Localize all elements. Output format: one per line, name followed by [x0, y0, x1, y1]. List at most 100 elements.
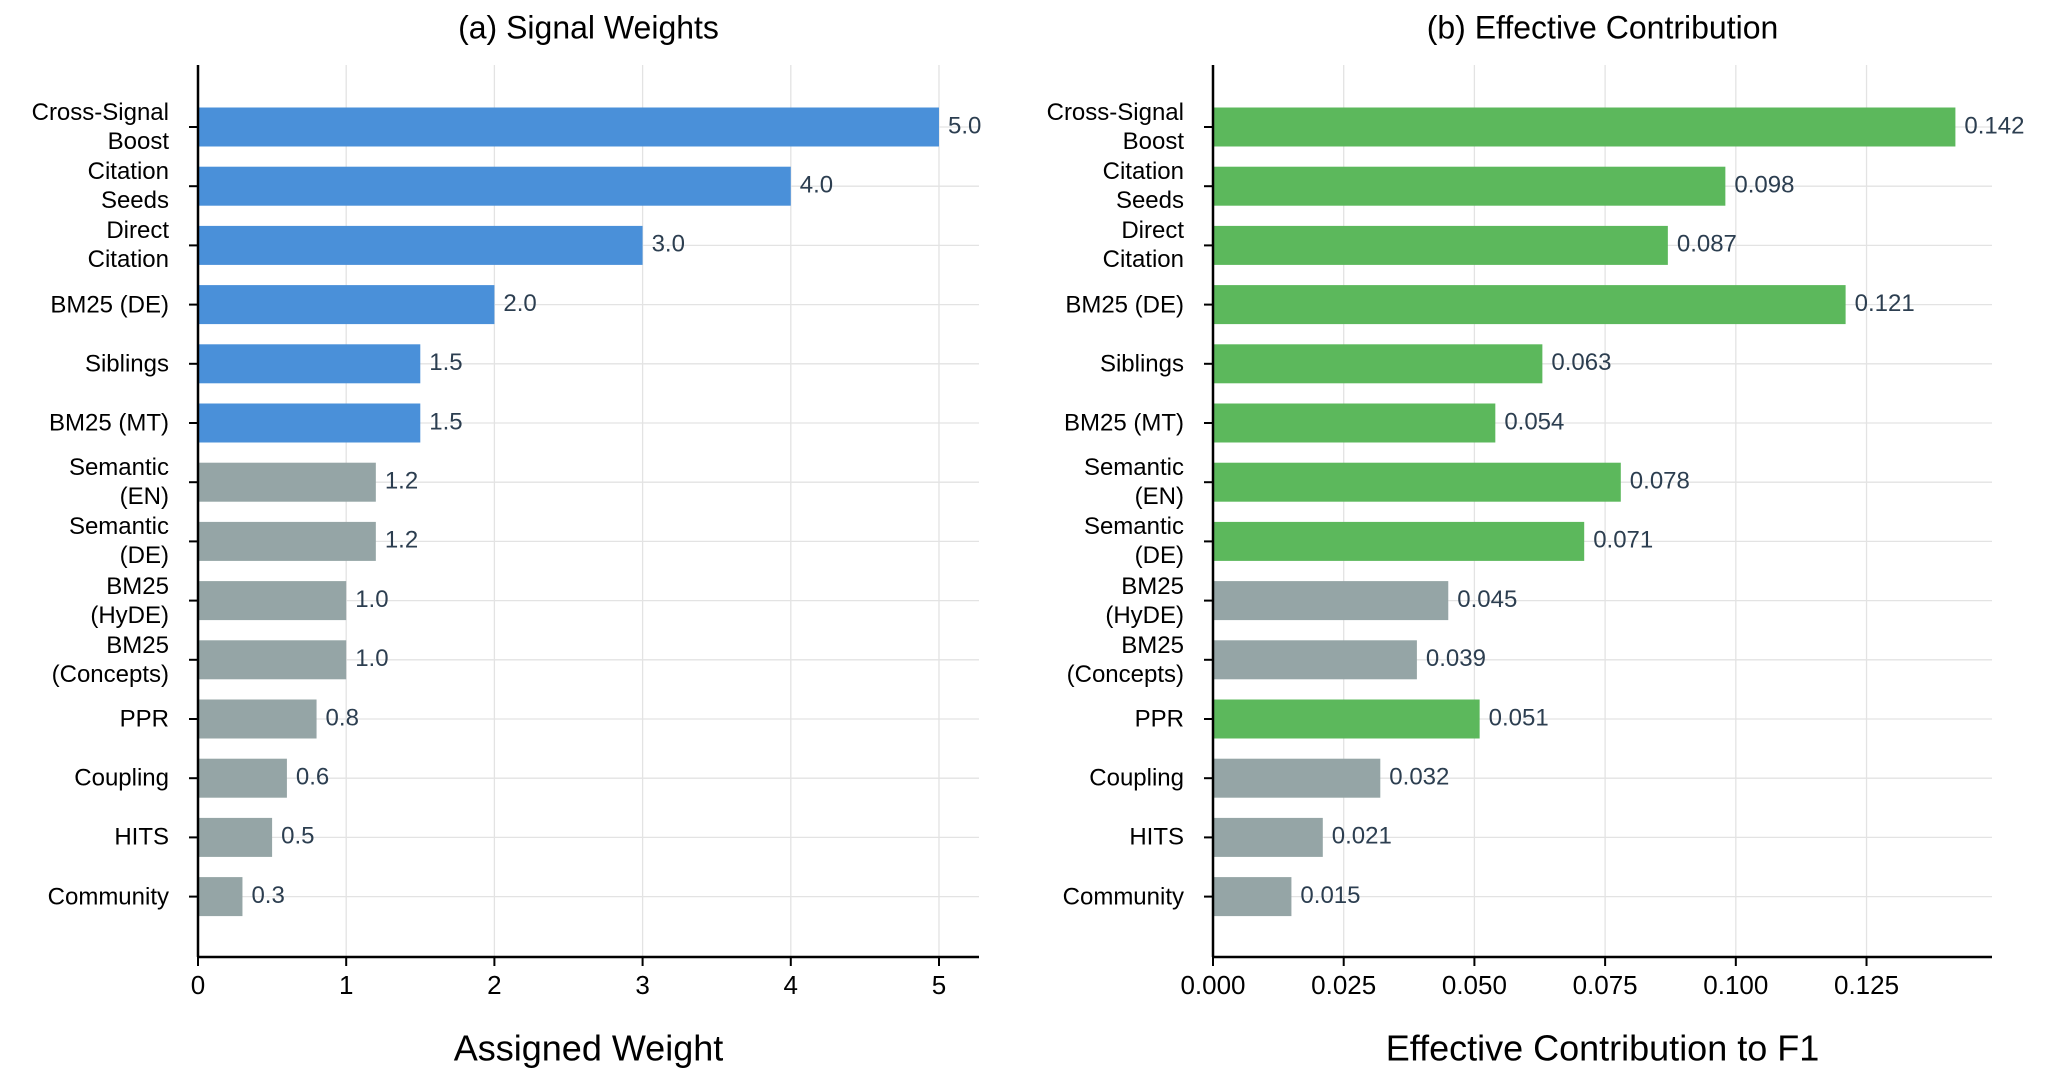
x-axis-label: Effective Contribution to F1	[1386, 1028, 1820, 1069]
value-label: 0.015	[1300, 882, 1360, 909]
y-tick-label: Community	[1062, 883, 1184, 911]
y-tick-label: Semantic (EN)	[1083, 454, 1184, 511]
value-label: 0.078	[1630, 468, 1690, 495]
bar	[1213, 521, 1585, 561]
value-label: 0.045	[1457, 586, 1517, 613]
x-tick-label: 2	[487, 970, 501, 1000]
y-tick-label: BM25 (DE)	[50, 291, 169, 319]
x-tick-label: 4	[784, 970, 798, 1000]
bar	[198, 640, 347, 680]
y-tick-label: BM25 (HyDE)	[1105, 572, 1184, 629]
value-label: 0.087	[1677, 231, 1737, 258]
value-label: 0.051	[1489, 704, 1549, 731]
bar	[1213, 285, 1846, 325]
bar	[1213, 344, 1543, 384]
x-axis-label: Assigned Weight	[454, 1028, 724, 1069]
bar	[1213, 225, 1668, 265]
bar	[198, 462, 376, 502]
y-tick-label: HITS	[1129, 823, 1184, 851]
y-tick-label: Direct Citation	[87, 217, 169, 274]
bar	[198, 521, 376, 561]
bar	[1213, 758, 1381, 798]
value-label: 0.071	[1593, 527, 1653, 554]
bar	[1213, 877, 1292, 917]
value-label: 0.039	[1426, 645, 1486, 672]
x-tick-label: 3	[635, 970, 649, 1000]
y-tick-label: Citation Seeds	[1102, 158, 1184, 215]
y-tick-label: Cross-Signal Boost	[1046, 99, 1184, 155]
value-label: 0.063	[1551, 349, 1611, 376]
y-tick-label: Direct Citation	[1102, 217, 1184, 274]
value-label: 1.5	[429, 408, 462, 435]
bar	[1213, 699, 1480, 739]
bar	[198, 225, 643, 265]
x-tick-label: 0.025	[1311, 970, 1376, 1000]
value-label: 0.021	[1332, 823, 1392, 850]
bar	[198, 699, 317, 739]
bar	[1213, 166, 1726, 206]
value-label: 1.0	[355, 586, 388, 613]
bar	[198, 877, 243, 917]
bar	[198, 817, 273, 857]
y-tick-label: Semantic (DE)	[68, 513, 169, 570]
y-tick-label: BM25 (Concepts)	[1066, 631, 1184, 688]
x-tick-label: 0.075	[1573, 970, 1638, 1000]
bar	[198, 581, 347, 621]
bar	[198, 166, 791, 206]
bar	[1213, 640, 1417, 680]
x-tick-label: 0	[191, 970, 205, 1000]
bar	[198, 107, 939, 147]
y-tick-label: Coupling	[1089, 764, 1184, 792]
bar	[198, 403, 421, 443]
x-tick-label: 5	[932, 970, 946, 1000]
y-tick-label: BM25 (HyDE)	[90, 572, 169, 629]
y-tick-label: HITS	[114, 823, 169, 851]
y-tick-label: BM25 (Concepts)	[51, 631, 169, 688]
bar	[1213, 462, 1621, 502]
y-tick-label: Semantic (EN)	[68, 454, 169, 511]
value-label: 0.032	[1389, 764, 1449, 791]
value-label: 0.054	[1504, 408, 1564, 435]
bar	[1213, 817, 1323, 857]
value-label: 3.0	[652, 231, 685, 258]
value-label: 1.2	[385, 468, 418, 495]
value-label: 4.0	[800, 172, 833, 199]
y-tick-label: Siblings	[84, 350, 169, 378]
bar	[198, 758, 287, 798]
chart-title: (a) Signal Weights	[458, 9, 719, 45]
bar	[1213, 403, 1496, 443]
y-tick-label: BM25 (MT)	[1064, 409, 1184, 437]
y-tick-label: PPR	[1134, 705, 1184, 733]
bar	[1213, 581, 1449, 621]
value-label: 0.3	[251, 882, 284, 909]
x-tick-label: 0.000	[1180, 970, 1245, 1000]
y-tick-label: Community	[47, 883, 169, 911]
bar	[198, 344, 421, 384]
value-label: 1.2	[385, 527, 418, 554]
value-label: 0.8	[326, 704, 359, 731]
y-tick-label: BM25 (MT)	[49, 409, 169, 437]
y-tick-label: PPR	[119, 705, 169, 733]
y-tick-label: BM25 (DE)	[1065, 291, 1184, 319]
value-label: 0.098	[1734, 172, 1794, 199]
value-label: 0.121	[1855, 290, 1915, 317]
bar	[198, 285, 495, 325]
y-tick-label: Siblings	[1099, 350, 1184, 378]
y-tick-label: Citation Seeds	[87, 158, 169, 215]
value-label: 0.6	[296, 764, 329, 791]
value-label: 5.0	[948, 112, 981, 139]
value-label: 0.5	[281, 823, 314, 850]
value-label: 2.0	[503, 290, 536, 317]
bar	[1213, 107, 1956, 147]
y-tick-label: Semantic (DE)	[1083, 513, 1184, 570]
y-tick-label: Cross-Signal Boost	[31, 99, 169, 155]
value-label: 0.142	[1964, 112, 2024, 139]
x-tick-label: 0.100	[1703, 970, 1768, 1000]
value-label: 1.0	[355, 645, 388, 672]
x-tick-label: 0.050	[1442, 970, 1507, 1000]
y-tick-label: Coupling	[74, 764, 169, 792]
x-tick-label: 1	[339, 970, 353, 1000]
value-label: 1.5	[429, 349, 462, 376]
